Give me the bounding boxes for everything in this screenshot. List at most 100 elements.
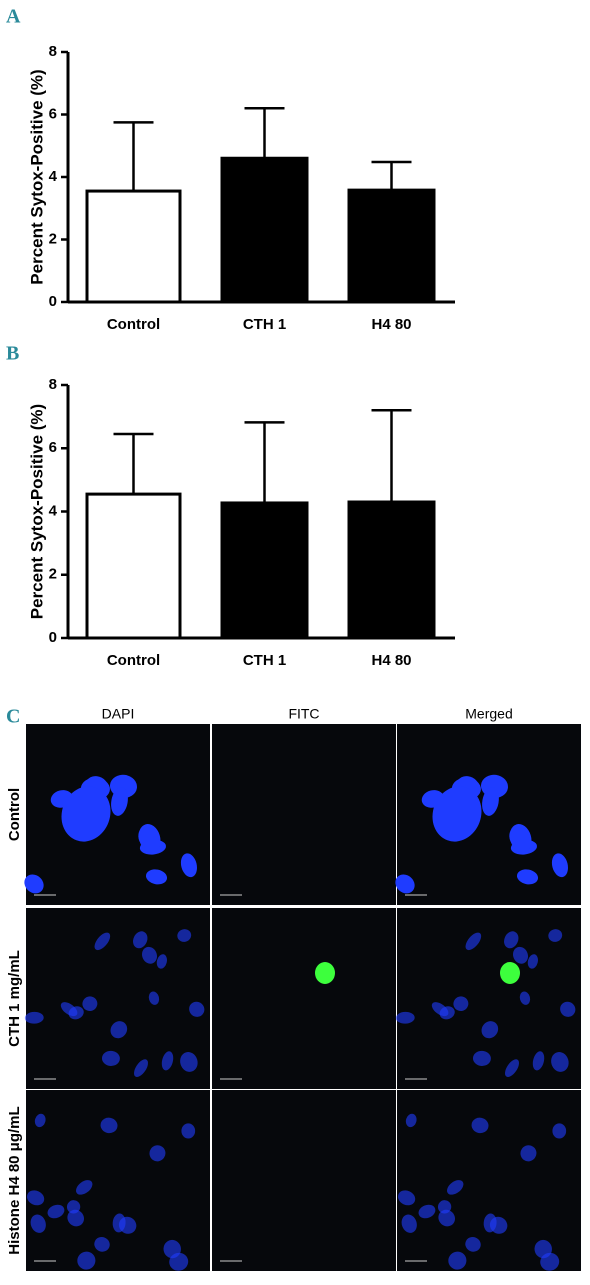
cell	[76, 1180, 93, 1195]
micrograph	[395, 724, 581, 905]
cell	[448, 1251, 467, 1270]
cell	[26, 1190, 45, 1206]
cell	[447, 1180, 464, 1195]
cell	[509, 824, 532, 853]
cell	[67, 1209, 85, 1227]
cell	[551, 1052, 569, 1072]
cell-green	[315, 962, 335, 984]
cell	[101, 1050, 120, 1066]
micrograph	[26, 1090, 210, 1271]
bar	[347, 188, 436, 304]
cell	[504, 931, 519, 949]
micrograph-bg	[26, 1090, 210, 1271]
row-label: Control	[6, 788, 23, 841]
cell	[465, 932, 482, 951]
column-label: Merged	[465, 706, 512, 722]
cell	[189, 1001, 205, 1017]
cell	[453, 996, 469, 1012]
cell	[82, 996, 98, 1012]
cell	[551, 853, 569, 878]
cell	[145, 869, 168, 885]
cell	[134, 1059, 148, 1077]
cell	[30, 1214, 46, 1233]
row-label: Histone H4 80 μg/mL	[6, 1106, 23, 1254]
cell	[66, 1200, 81, 1214]
x-tick-label: Control	[107, 316, 160, 333]
y-tick-label: 0	[49, 629, 57, 646]
cell	[34, 1113, 46, 1128]
y-tick-label: 4	[49, 168, 58, 185]
cell	[560, 1001, 576, 1017]
cell	[532, 1051, 545, 1071]
y-tick-label: 8	[49, 43, 57, 60]
cell	[405, 1113, 417, 1128]
cell	[401, 1214, 417, 1233]
cell	[110, 1021, 128, 1039]
cell	[148, 991, 160, 1005]
cell	[161, 1051, 174, 1071]
cell-green	[500, 962, 520, 984]
cell	[180, 1052, 198, 1072]
micrograph	[212, 1090, 396, 1271]
bar	[347, 500, 436, 640]
x-tick-label: Control	[107, 652, 160, 669]
cell	[111, 787, 128, 816]
cell	[100, 1117, 118, 1134]
cell	[77, 1251, 96, 1270]
cell	[418, 1204, 436, 1219]
cell	[60, 1002, 78, 1017]
cell	[24, 1011, 44, 1024]
cell	[438, 1209, 456, 1227]
y-axis-label: Percent Sytox-Positive (%)	[27, 404, 46, 619]
cell	[397, 1190, 416, 1206]
panel-label: C	[6, 706, 20, 728]
cell	[516, 869, 539, 885]
cell	[156, 954, 167, 969]
y-tick-label: 2	[49, 566, 57, 583]
cell	[24, 874, 44, 894]
micrograph-bg	[397, 1090, 581, 1271]
cell	[432, 786, 482, 842]
panel-label: A	[6, 6, 21, 28]
y-tick-label: 6	[49, 439, 57, 456]
cell	[519, 991, 531, 1005]
y-axis-label: Percent Sytox-Positive (%)	[27, 69, 46, 284]
micrograph	[24, 908, 210, 1089]
cell	[112, 1213, 126, 1233]
micrograph-bg	[212, 1090, 396, 1271]
cell	[552, 1123, 567, 1139]
micrograph	[212, 724, 396, 905]
cell	[94, 1237, 110, 1252]
bar	[85, 189, 182, 304]
cell	[534, 1239, 552, 1259]
cell	[527, 954, 538, 969]
cell	[142, 946, 158, 964]
cell	[472, 1050, 491, 1066]
cell	[471, 1117, 489, 1134]
cell	[133, 931, 148, 949]
cell	[149, 1145, 166, 1162]
cell	[482, 787, 499, 816]
x-tick-label: CTH 1	[243, 652, 286, 669]
cell	[138, 824, 161, 853]
row-label: CTH 1 mg/mL	[6, 950, 23, 1047]
cell	[94, 932, 111, 951]
bar	[220, 501, 309, 640]
x-tick-label: H4 80	[371, 316, 411, 333]
cell	[177, 929, 192, 942]
cell	[505, 1059, 519, 1077]
bar	[220, 156, 309, 304]
cell	[481, 1021, 499, 1039]
cell	[437, 1200, 452, 1214]
micrograph	[397, 1090, 581, 1271]
panel-label: B	[6, 343, 19, 365]
column-label: DAPI	[102, 706, 135, 722]
cell	[465, 1237, 481, 1252]
cell	[520, 1145, 537, 1162]
y-tick-label: 8	[49, 376, 57, 393]
cell	[395, 1011, 415, 1024]
y-tick-label: 0	[49, 293, 57, 310]
micrograph	[212, 908, 396, 1089]
cell	[180, 853, 198, 878]
